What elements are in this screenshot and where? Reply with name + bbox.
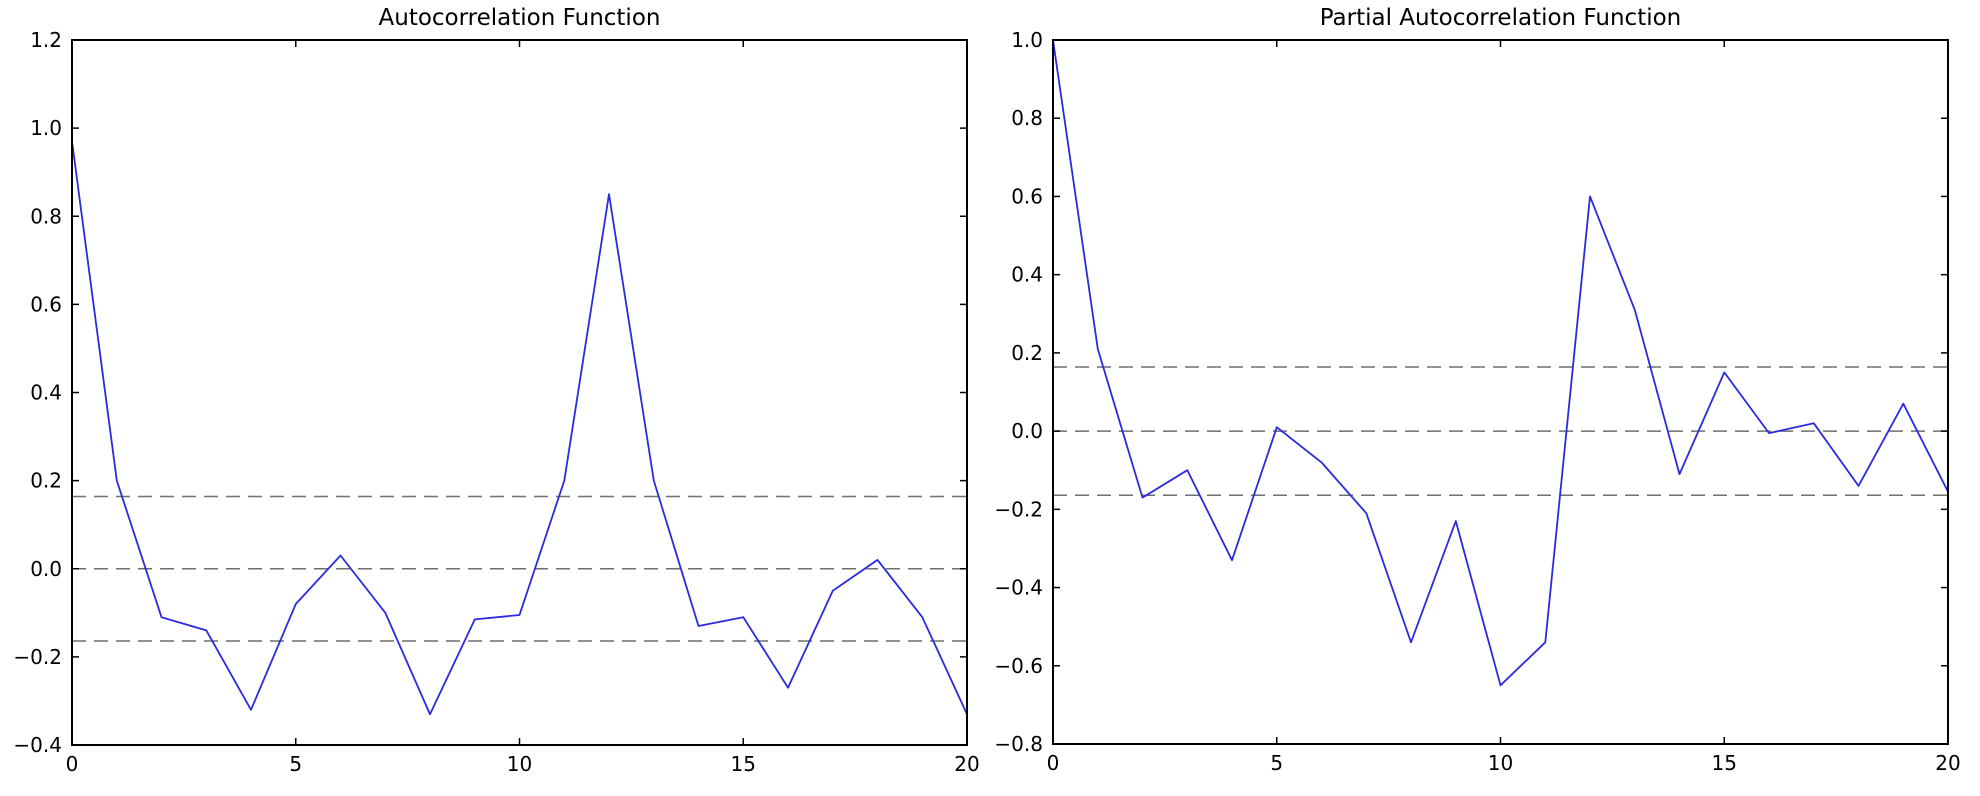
y-tick-label: 0.6 [1011, 184, 1043, 208]
acf-line [71, 141, 968, 716]
x-tick-label: 10 [1488, 751, 1513, 775]
x-tick-label: 5 [1270, 751, 1283, 775]
y-tick-label: 0.2 [1011, 341, 1043, 365]
y-tick-label: −0.8 [994, 732, 1043, 756]
acf-chart-title: Autocorrelation Function [378, 5, 661, 31]
y-tick-label: 0.4 [30, 381, 62, 405]
y-tick-label: 0.8 [30, 204, 62, 228]
plot-border [1052, 39, 1949, 745]
x-tick-label: 20 [1935, 751, 1960, 775]
y-tick-label: −0.6 [994, 654, 1043, 678]
acf-plot-svg: 0 5 10 15 20 1.2 1.0 0.8 0.6 0.4 0.2 0.0 −0.2 −0.4 [13, 28, 979, 776]
pacf-line [1052, 39, 1949, 687]
y-tick-label: 0.8 [1011, 106, 1043, 130]
y-tick-label: 0.6 [30, 292, 62, 316]
y-tick-label: 0.4 [1011, 263, 1043, 287]
x-tick-label: 15 [1712, 751, 1737, 775]
y-tick-label: −0.2 [994, 497, 1043, 521]
pacf-chart: Partial Autocorrelation Function 0 5 10 15 2… [990, 0, 1980, 796]
y-tick-label: 0.0 [30, 557, 62, 581]
y-tick-label: 1.0 [30, 116, 62, 140]
pacf-chart-title: Partial Autocorrelation Function [1319, 5, 1682, 31]
y-tick-label: −0.2 [13, 645, 62, 669]
x-tick-label: 0 [1047, 751, 1060, 775]
y-tick-label: 1.0 [1011, 28, 1043, 52]
y-tick-label: 0.0 [1011, 419, 1043, 443]
x-tick-label: 10 [507, 752, 532, 776]
x-tick-label: 0 [66, 752, 79, 776]
y-tick-label: −0.4 [994, 576, 1043, 600]
x-tick-label: 5 [289, 752, 302, 776]
y-tick-label: 1.2 [30, 28, 62, 52]
pacf-plot-svg: 0 5 10 15 20 1.0 0.8 0.6 0.4 0.2 0.0 −0.2 −0.4 −0.6 −0… [994, 28, 1960, 775]
acf-chart: Autocorrelation Function 0 5 10 15 20 1.2 1.0 0… [13, 5, 979, 776]
y-tick-label: 0.2 [30, 469, 62, 493]
y-tick-label: −0.4 [13, 733, 62, 757]
x-tick-label: 20 [954, 752, 979, 776]
plot-border [71, 39, 968, 746]
x-tick-label: 15 [731, 752, 756, 776]
